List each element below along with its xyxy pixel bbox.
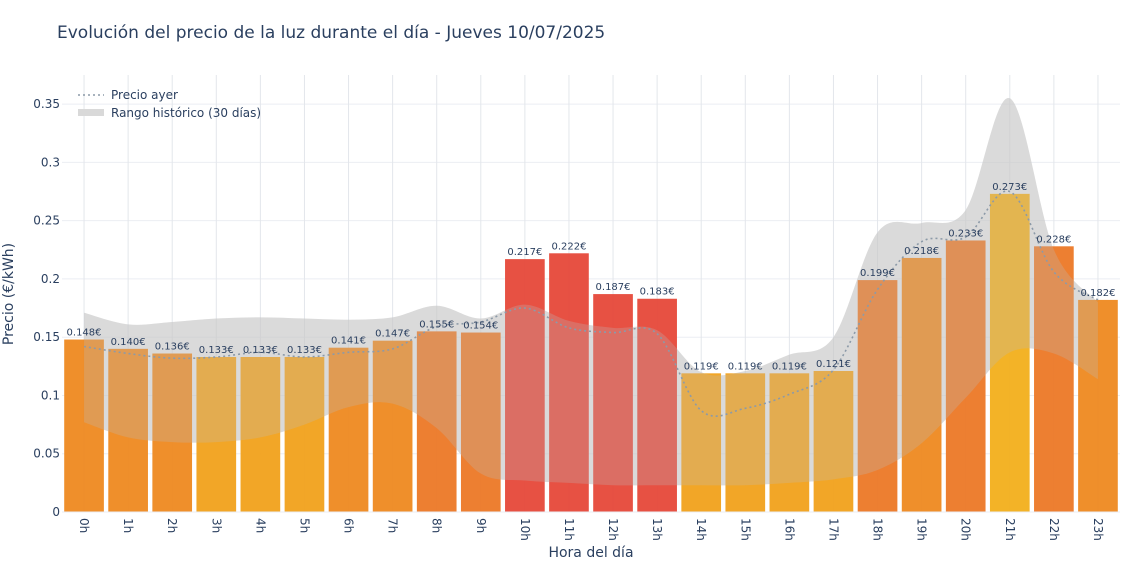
bar-12h: [593, 294, 633, 512]
x-tick-label: 16h: [782, 518, 796, 541]
bar-17h: [813, 370, 854, 512]
bar-value-label: 0.119€: [684, 361, 719, 372]
bar-21h: [989, 193, 1030, 512]
x-tick-label: 1h: [121, 518, 135, 533]
label-layer: 0.148€ 0.140€ 0.136€ 0.133€ 0.133€ 0.133€ 0.14…: [67, 182, 1116, 372]
y-tick-label: 0.2: [41, 272, 60, 286]
bar-value-label: 0.148€: [67, 328, 102, 339]
bar-3h: [196, 357, 237, 512]
bar-value-label: 0.183€: [640, 287, 675, 298]
bar-9h: [460, 332, 501, 512]
bar-19h: [901, 257, 942, 512]
bar-value-label: 0.133€: [287, 345, 322, 356]
y-tick-label: 0: [52, 505, 60, 519]
x-axis-title: Hora del día: [548, 545, 633, 561]
bar-11h: [549, 253, 589, 512]
y-tick-label: 0.3: [41, 155, 60, 169]
x-tick-label: 17h: [826, 518, 840, 541]
bar-value-label: 0.199€: [860, 268, 895, 279]
x-tick-label: 8h: [430, 518, 444, 533]
bar-14h: [681, 373, 722, 512]
x-tick-label: 0h: [77, 518, 91, 533]
x-tick-label: 13h: [650, 518, 664, 541]
x-tick-label: 14h: [694, 518, 708, 541]
bar-16h: [769, 373, 810, 512]
bar-4h: [240, 357, 281, 512]
x-tick-label: 7h: [386, 518, 400, 533]
bar-8h: [416, 331, 457, 512]
x-tick-label: 15h: [738, 518, 752, 541]
bar-value-label: 0.217€: [507, 247, 542, 258]
axis-layer: 0 0.05 0.1 0.15 0.2 0.25 0.3 0.35 0h 1h 2h 3h 4h 5h 6h…: [33, 97, 1120, 541]
y-tick-label: 0.25: [33, 214, 60, 228]
bar-20h: [945, 240, 986, 512]
bar-value-label: 0.147€: [375, 329, 410, 340]
bar-value-label: 0.140€: [111, 337, 146, 348]
x-tick-label: 19h: [915, 518, 929, 541]
bar-value-label: 0.119€: [728, 361, 763, 372]
bar-5h: [284, 357, 325, 512]
bar-value-label: 0.133€: [243, 345, 278, 356]
bar-value-label: 0.273€: [992, 182, 1027, 193]
bar-value-label: 0.233€: [948, 228, 983, 239]
bar-22h: [1034, 246, 1074, 512]
legend-swatch-rango-historico: [78, 109, 104, 116]
legend-label-precio-ayer: Precio ayer: [111, 88, 178, 102]
bar-23h: [1078, 299, 1118, 512]
bar-10h: [505, 259, 545, 512]
x-tick-label: 21h: [1003, 518, 1017, 541]
y-tick-label: 0.35: [33, 97, 60, 111]
x-tick-label: 5h: [297, 518, 311, 533]
x-tick-label: 12h: [606, 518, 620, 541]
x-tick-label: 10h: [518, 518, 532, 541]
bar-7h: [372, 340, 413, 512]
bar-value-label: 0.119€: [772, 361, 807, 372]
x-tick-label: 3h: [209, 518, 223, 533]
y-tick-label: 0.1: [41, 388, 60, 402]
bar-value-label: 0.155€: [419, 319, 454, 330]
bar-value-label: 0.121€: [816, 359, 851, 370]
x-tick-label: 20h: [959, 518, 973, 541]
bar-18h: [857, 280, 898, 512]
bar-value-label: 0.133€: [199, 345, 234, 356]
legend-label-rango-historico: Rango histórico (30 días): [111, 106, 261, 120]
x-tick-label: 6h: [342, 518, 356, 533]
bar-1h: [108, 348, 148, 512]
x-tick-label: 9h: [474, 518, 488, 533]
bar-6h: [328, 347, 369, 512]
x-tick-label: 18h: [871, 518, 885, 541]
historical-range-band-overlay: [84, 97, 1098, 486]
bar-15h: [725, 373, 766, 512]
x-tick-label: 23h: [1091, 518, 1105, 541]
bar-2h: [152, 353, 193, 512]
bar-layer: [64, 97, 1118, 512]
y-tick-label: 0.05: [33, 447, 60, 461]
bar-value-label: 0.228€: [1036, 234, 1071, 245]
chart-title: Evolución del precio de la luz durante e…: [57, 23, 605, 43]
x-tick-label: 11h: [562, 518, 576, 541]
x-tick-label: 4h: [253, 518, 267, 533]
bar-value-label: 0.187€: [596, 282, 631, 293]
bar-value-label: 0.141€: [331, 336, 366, 347]
bar-value-label: 0.218€: [904, 246, 939, 257]
x-tick-label: 22h: [1047, 518, 1061, 541]
bar-value-label: 0.222€: [551, 241, 586, 252]
bar-value-label: 0.182€: [1080, 288, 1115, 299]
bar-0h: [64, 339, 104, 512]
x-tick-label: 2h: [165, 518, 179, 533]
y-axis-title: Precio (€/kWh): [1, 243, 17, 345]
bar-value-label: 0.136€: [155, 342, 190, 353]
legend: Precio ayer Rango histórico (30 días): [78, 88, 261, 120]
y-tick-label: 0.15: [33, 330, 60, 344]
bar-value-label: 0.154€: [463, 321, 498, 332]
